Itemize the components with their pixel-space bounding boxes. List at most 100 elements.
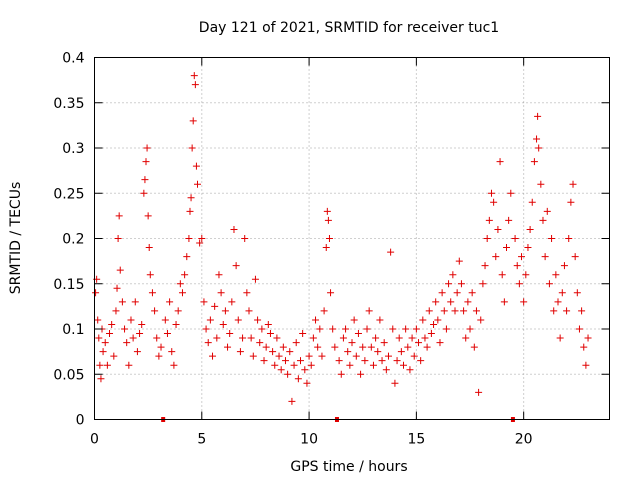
data-point xyxy=(518,253,526,261)
data-point xyxy=(209,352,217,360)
data-point xyxy=(297,357,304,365)
data-point xyxy=(202,325,210,333)
data-point xyxy=(327,289,335,297)
data-point xyxy=(256,339,264,347)
data-point xyxy=(131,298,139,306)
data-point xyxy=(305,352,313,360)
data-point xyxy=(194,180,201,188)
data-point xyxy=(232,262,240,270)
data-point xyxy=(290,361,298,369)
data-point xyxy=(316,325,324,333)
data-point xyxy=(415,339,423,347)
data-point xyxy=(303,379,311,387)
data-point xyxy=(94,316,102,324)
y-tick-label: 0.1 xyxy=(62,322,84,338)
data-point xyxy=(451,307,459,315)
data-point xyxy=(402,325,410,333)
data-point xyxy=(483,235,491,242)
data-point xyxy=(187,194,195,202)
data-point xyxy=(325,235,333,242)
data-point xyxy=(260,357,268,365)
data-point xyxy=(264,320,272,328)
data-point xyxy=(573,289,581,297)
data-point xyxy=(161,316,169,324)
data-point xyxy=(103,361,111,369)
data-point xyxy=(432,298,440,306)
y-axis-label: SRMTID / TECUs xyxy=(8,182,24,295)
data-point xyxy=(535,144,543,152)
data-point xyxy=(376,316,384,324)
data-point xyxy=(485,216,493,224)
data-point xyxy=(200,298,208,306)
data-point xyxy=(513,262,521,270)
data-point xyxy=(526,225,534,233)
data-point xyxy=(354,330,362,338)
data-point xyxy=(106,330,114,338)
data-point xyxy=(99,348,107,356)
data-point xyxy=(318,352,326,360)
data-point xyxy=(533,135,541,143)
data-point xyxy=(580,343,588,351)
data-point xyxy=(423,343,431,351)
data-point xyxy=(314,343,322,351)
data-point xyxy=(412,325,420,333)
data-point xyxy=(116,266,124,274)
data-point xyxy=(539,216,547,224)
data-point xyxy=(522,271,530,279)
y-tick-label: 0.35 xyxy=(53,96,84,112)
data-point xyxy=(453,289,461,297)
data-point xyxy=(145,244,153,252)
data-point xyxy=(269,348,277,356)
data-point xyxy=(475,388,483,396)
data-point xyxy=(438,289,446,297)
data-point xyxy=(548,235,556,242)
data-point xyxy=(481,262,489,270)
data-point xyxy=(550,307,558,315)
data-point xyxy=(213,334,221,342)
data-point xyxy=(204,339,212,347)
data-point xyxy=(219,320,227,328)
data-point xyxy=(462,334,470,342)
data-point xyxy=(503,244,510,252)
data-point xyxy=(215,271,223,279)
x-tick-label: 10 xyxy=(300,432,318,448)
data-point xyxy=(537,180,545,188)
data-point xyxy=(172,320,180,328)
data-point xyxy=(479,280,487,288)
data-point xyxy=(571,253,579,261)
data-point xyxy=(228,298,236,306)
data-point xyxy=(236,348,244,356)
y-tick-label: 0.25 xyxy=(53,186,84,202)
data-point xyxy=(181,271,189,279)
data-point xyxy=(363,325,371,333)
data-point xyxy=(286,348,294,356)
data-point xyxy=(281,357,289,365)
data-point xyxy=(543,207,551,215)
data-point xyxy=(554,298,562,306)
data-point xyxy=(226,330,234,338)
data-point xyxy=(569,180,577,188)
data-point xyxy=(273,334,281,342)
data-point xyxy=(494,225,502,233)
y-tick-label: 0.4 xyxy=(62,51,84,67)
data-point xyxy=(155,352,163,360)
data-point xyxy=(440,307,448,315)
data-point xyxy=(331,343,339,351)
data-point xyxy=(507,189,515,197)
data-point xyxy=(404,343,412,351)
data-point xyxy=(374,348,382,356)
data-point xyxy=(108,320,116,328)
data-point xyxy=(217,289,225,297)
data-point xyxy=(96,361,104,369)
chart-title: Day 121 of 2021, SRMTID for receiver tuc… xyxy=(199,20,499,36)
data-point xyxy=(251,275,259,283)
data-point xyxy=(378,357,386,365)
data-point xyxy=(352,352,360,360)
data-point xyxy=(230,225,238,233)
data-point xyxy=(140,189,148,197)
data-point xyxy=(151,307,159,315)
y-tick-label: 0.15 xyxy=(53,277,84,293)
data-point xyxy=(436,339,444,347)
data-point xyxy=(492,253,500,261)
